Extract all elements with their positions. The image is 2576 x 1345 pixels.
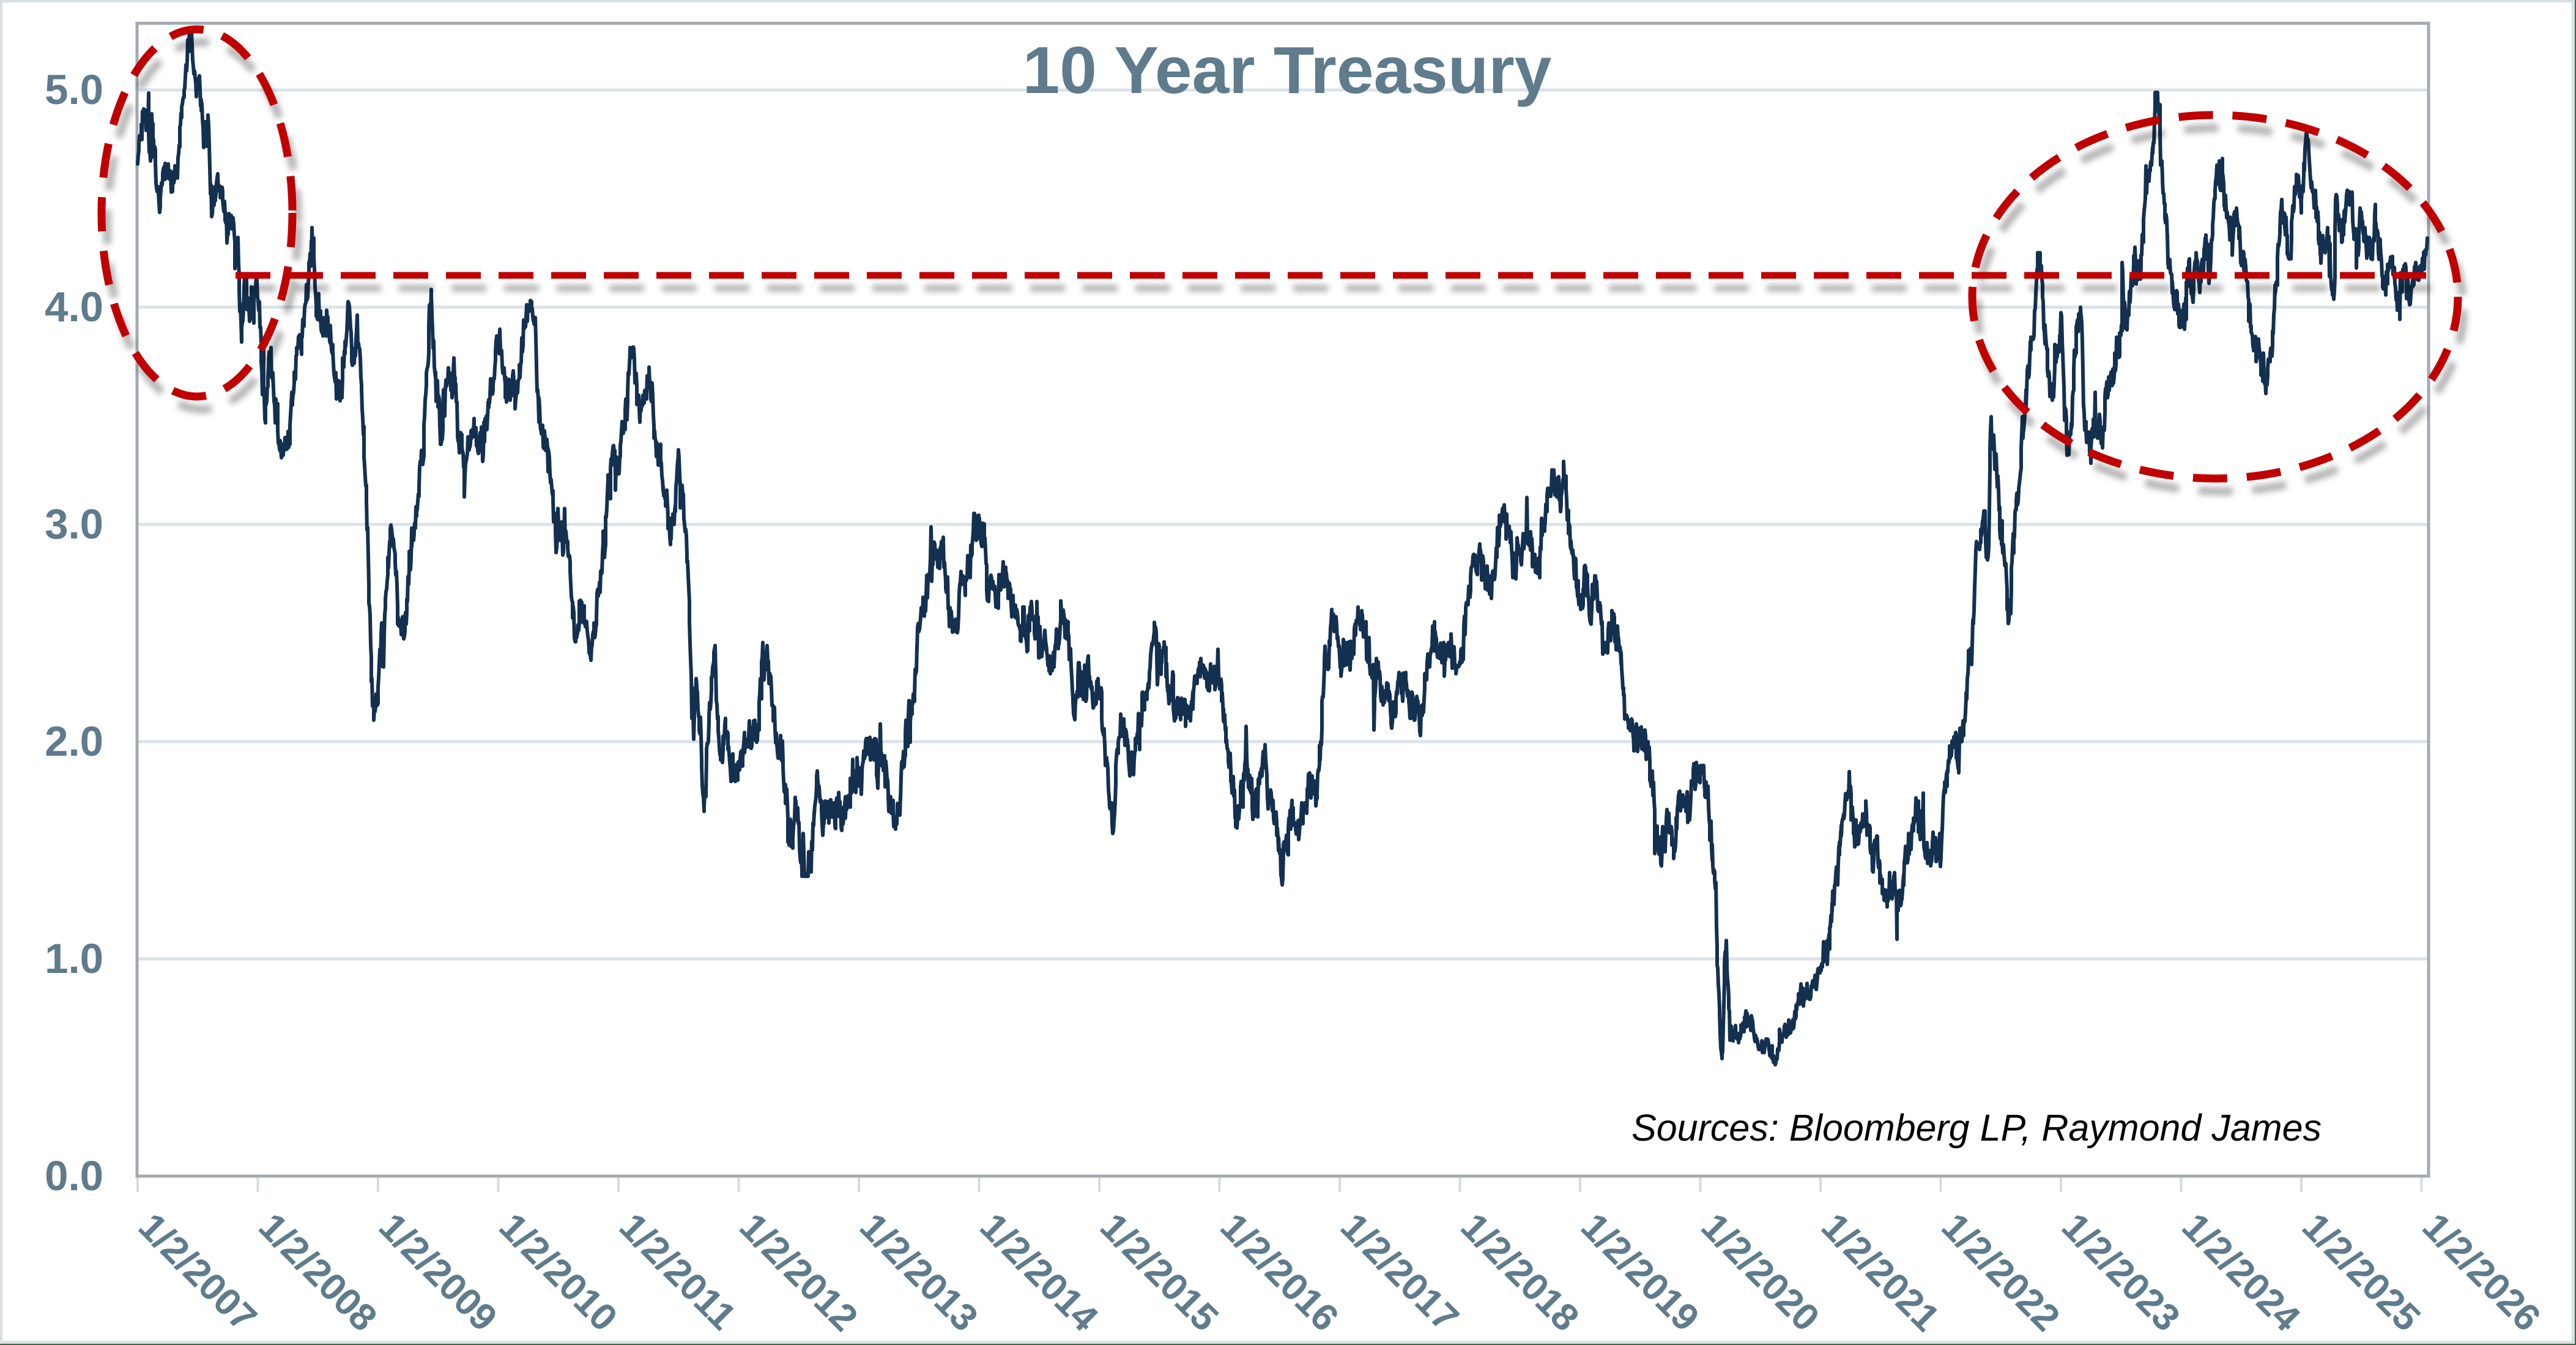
svg-text:Sources: Bloomberg LP, Raymond: Sources: Bloomberg LP, Raymond James: [1631, 1107, 2322, 1149]
svg-text:10 Year Treasury: 10 Year Treasury: [1023, 33, 1552, 108]
svg-text:1.0: 1.0: [45, 935, 103, 982]
svg-text:0.0: 0.0: [45, 1152, 103, 1199]
svg-text:5.0: 5.0: [45, 66, 103, 113]
svg-text:3.0: 3.0: [45, 501, 103, 548]
svg-text:4.0: 4.0: [45, 283, 103, 330]
svg-text:2.0: 2.0: [45, 718, 103, 765]
